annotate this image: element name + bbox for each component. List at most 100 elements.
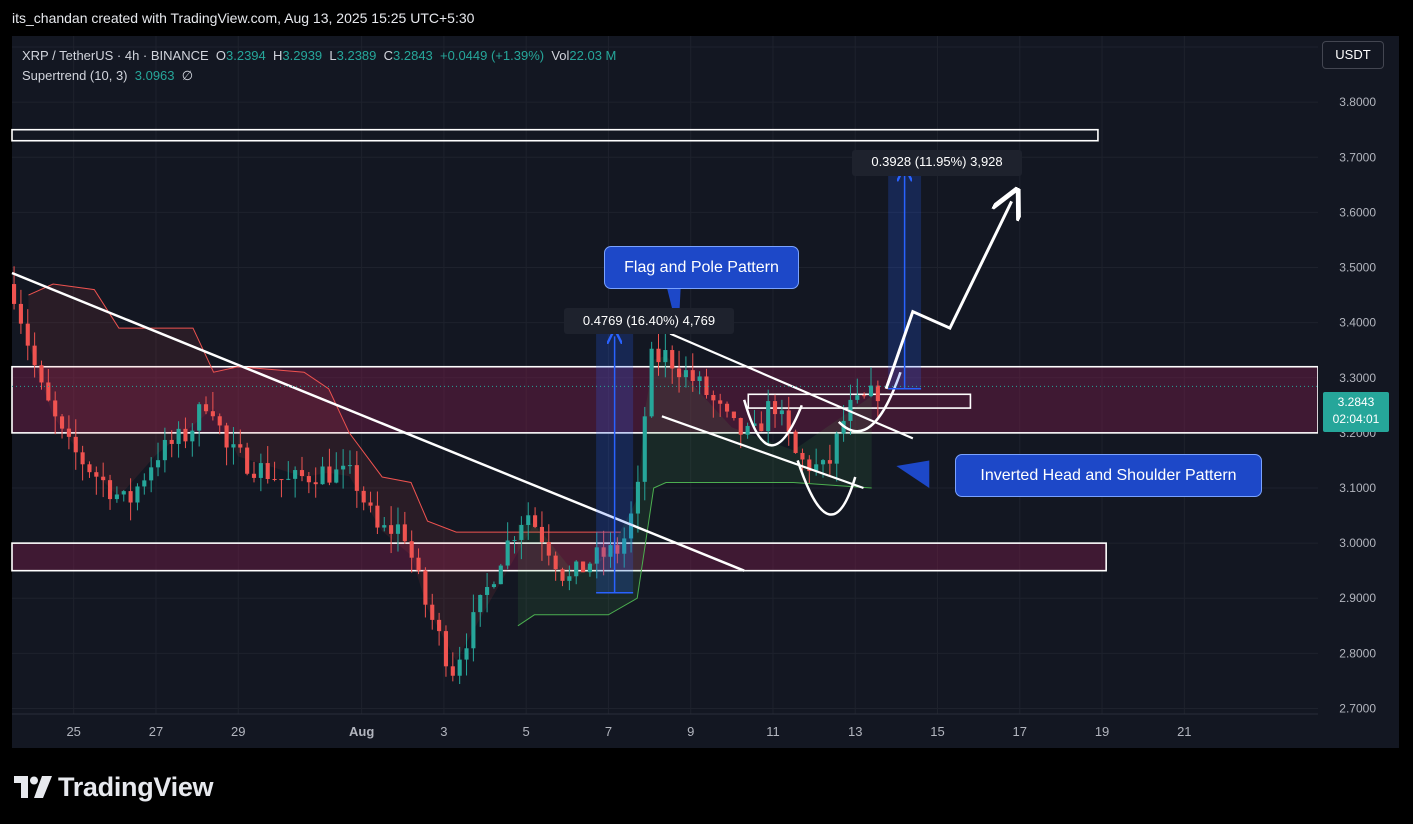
candle-body	[430, 604, 435, 620]
candle-body	[155, 460, 161, 468]
candle-body	[313, 482, 318, 485]
volume-value: 22.03 M	[569, 48, 617, 63]
candle-body	[622, 538, 627, 554]
time-tick-label: 25	[66, 724, 80, 739]
time-tick-label: 19	[1095, 724, 1109, 739]
last-price: 3.2843	[1337, 395, 1375, 409]
indicator-hidden-icon[interactable]: ∅	[181, 68, 194, 83]
candle-body	[718, 400, 723, 404]
candle-body	[704, 376, 709, 396]
price-tick-label: 3.5000	[1339, 261, 1376, 275]
candle-body	[94, 472, 99, 477]
time-tick-label: 27	[149, 724, 163, 739]
candle-body	[855, 395, 860, 400]
candle-body	[251, 473, 257, 478]
candle-body	[416, 557, 421, 571]
indicator-value: 3.0963	[134, 68, 175, 83]
candle-body	[25, 323, 30, 346]
candle-body	[731, 411, 736, 419]
candle-body	[395, 524, 401, 534]
candle-body	[594, 547, 599, 564]
close-label: C	[383, 48, 394, 63]
candle-body	[437, 619, 442, 632]
symbol-label[interactable]: XRP / TetherUS · 4h · BINANCE	[22, 48, 209, 63]
ihs-callout-pointer	[896, 460, 930, 488]
candle-body	[738, 418, 743, 435]
time-tick-label: 9	[687, 724, 694, 739]
brand-name: TradingView	[58, 771, 214, 802]
candle-body	[176, 428, 181, 444]
candle-body	[142, 480, 147, 487]
candle-body	[505, 540, 510, 566]
candle-body	[46, 382, 51, 401]
ohlc-row: XRP / TetherUS · 4h · BINANCE O3.2394 H3…	[22, 46, 616, 66]
candle-body	[73, 436, 78, 453]
last-price-badge: 3.2843 02:04:01	[1323, 392, 1389, 432]
candle-body	[539, 526, 544, 543]
candle-body	[807, 459, 812, 472]
zones	[11, 128, 1319, 572]
candle-body	[868, 385, 874, 397]
candle-body	[793, 431, 798, 453]
chart-canvas[interactable]: 2.70002.80002.90003.00003.10003.20003.30…	[0, 0, 1413, 770]
ihs-callout: Inverted Head and Shoulder Pattern	[955, 454, 1262, 497]
candle-body	[745, 425, 750, 435]
measure-label-target: 0.3928 (11.95%) 3,928	[852, 150, 1022, 176]
target-zone	[11, 128, 1099, 142]
time-tick-label: 21	[1177, 724, 1191, 739]
open-value: 3.2394	[226, 48, 266, 63]
candle-body	[423, 570, 428, 605]
tradingview-logo[interactable]: TradingView	[14, 770, 214, 804]
candle-body	[217, 416, 222, 426]
candle-body	[670, 350, 675, 369]
neckline-box	[747, 393, 972, 409]
candle-body	[519, 524, 524, 540]
supertrend-up-line	[517, 482, 872, 627]
candle-body	[512, 539, 517, 541]
candle-body	[18, 303, 23, 324]
candle-body	[286, 478, 291, 480]
indicator-row: Supertrend (10, 3) 3.0963 ∅	[22, 66, 616, 86]
candle-body	[526, 515, 531, 525]
candle-body	[135, 486, 140, 503]
candle-body	[197, 404, 202, 431]
high-value: 3.2939	[282, 48, 323, 63]
candle-body	[779, 410, 784, 415]
candle-body	[546, 542, 551, 556]
top-bar: its_chandan created with TradingView.com…	[0, 0, 1413, 36]
candle-body	[375, 505, 380, 528]
candle-body	[53, 400, 58, 417]
candle-body	[697, 376, 702, 382]
candle-body	[32, 345, 37, 366]
time-tick-label: 15	[930, 724, 944, 739]
candle-body	[306, 476, 311, 483]
flag-upper-line	[669, 332, 914, 440]
candle-body	[210, 411, 215, 417]
candle-body	[560, 569, 565, 581]
candle-body	[382, 525, 387, 528]
candle-body	[128, 491, 133, 503]
candle-body	[341, 465, 346, 470]
bar-countdown: 02:04:01	[1332, 412, 1380, 426]
price-tick-label: 3.0000	[1339, 536, 1376, 550]
candle-body	[169, 439, 174, 444]
candle-body	[800, 452, 805, 460]
candle-body	[101, 476, 106, 481]
currency-button[interactable]: USDT	[1322, 41, 1384, 69]
candle-body	[389, 525, 394, 534]
candle-body	[80, 452, 85, 465]
supertrend-up-fill	[517, 355, 872, 626]
candle-body	[183, 428, 188, 442]
candle-body	[347, 465, 353, 467]
candle-body	[601, 547, 606, 557]
candle-body	[635, 481, 640, 514]
candle-body	[574, 561, 579, 577]
indicator-name[interactable]: Supertrend (10, 3)	[22, 68, 128, 83]
candle-body	[875, 385, 880, 402]
low-value: 3.2389	[336, 48, 377, 63]
candle-body	[827, 460, 832, 464]
time-tick-label: Aug	[349, 724, 374, 739]
candle-body	[587, 563, 592, 573]
candle-body	[820, 460, 826, 465]
candle-body	[615, 545, 620, 554]
